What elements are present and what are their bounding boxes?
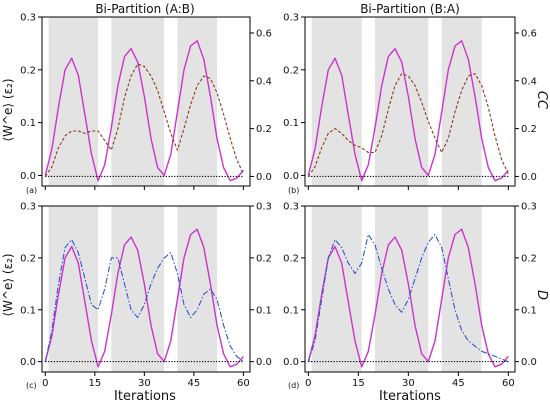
panel-c-frame (41, 205, 251, 373)
panel-a-title: Bi-Partition (A:B) (95, 2, 194, 16)
panel-c-shade-0 (48, 206, 99, 372)
panel-c-series-0-solid-line (44, 228, 244, 368)
panel-b-ytick-label-3: 0.3 (283, 13, 299, 24)
panel-d-xtick-label-2: 30 (402, 378, 415, 389)
panel-c-ylabel: ⟨W^e⟩ (ε₂) (1, 253, 15, 316)
panel-c-xtick-label-1: 15 (88, 378, 101, 389)
panel-c-ytick-label-1: 0.1 (20, 305, 36, 316)
panel-c-xtick-label-2: 30 (138, 378, 151, 389)
panel-c-xlabel: Iterations (114, 389, 176, 404)
panel-c: 0 15 30 45 60 0.0 0.1 0.2 0.3 0.0 0.1 0.2 0.3 Iterat… (1, 202, 272, 405)
panel-b-shade-0 (311, 17, 362, 186)
panel-c-xtick-label-4: 60 (237, 378, 250, 389)
panel-a-shade-0 (48, 17, 99, 186)
panel-c-y2tick-label-0: 0.0 (256, 357, 272, 368)
panel-c-plot: 0 15 30 45 60 0.0 0.1 0.2 0.3 0.0 0.1 0.2 0.3 (20, 202, 272, 390)
panel-b-y2tick-label-2: 0.4 (521, 76, 537, 87)
panel-d-y2tick-label-3: 0.3 (521, 202, 537, 213)
panel-a-tag: (a) (26, 186, 37, 195)
panel-d-y2label: D (534, 290, 549, 300)
panel-c-series-1-dashdot-line (44, 239, 244, 363)
panel-a-y2tick-label-3: 0.6 (256, 28, 272, 39)
panel-a-y2tick-label-2: 0.4 (256, 76, 272, 87)
panel-d-xtick-label-4: 60 (502, 378, 515, 389)
panel-a-shade-2 (177, 17, 217, 186)
panel-a-y2tick-label-1: 0.2 (256, 124, 272, 135)
panel-a-series-0-solid-line (44, 40, 244, 182)
panel-d-ytick-label-3: 0.3 (283, 202, 299, 213)
panel-c-shade-2 (177, 206, 217, 372)
panel-b-ytick-label-1: 0.1 (283, 118, 299, 129)
panel-b-shade-2 (441, 17, 482, 186)
panel-d-plot: 0 15 30 45 60 0.0 0.1 0.2 0.3 0.0 0.1 0.2 0.3 (283, 202, 537, 390)
panel-a-frame (41, 16, 251, 187)
panel-b-ytick-label-0: 0.0 (283, 171, 299, 182)
panel-d-frame (304, 205, 516, 373)
panel-b-frame (304, 16, 516, 187)
panel-b-y2tick-label-0: 0.0 (521, 172, 537, 183)
panel-c-xtick-label-0: 0 (42, 378, 48, 389)
panel-a: 0.0 0.1 0.2 0.3 0.0 0.2 0.4 0.6 Bi-Partition (A… (1, 2, 272, 195)
panel-a-plot: 0.0 0.1 0.2 0.3 0.0 0.2 0.4 0.6 (20, 13, 272, 190)
panel-c-ytick-label-0: 0.0 (20, 357, 36, 368)
panel-a-ytick-label-1: 0.1 (20, 118, 36, 129)
panel-b-series-1-dashed-line (307, 73, 509, 177)
panel-a-ytick-label-0: 0.0 (20, 171, 36, 182)
panel-d-series-0-solid-line (307, 228, 509, 368)
panel-d-ytick-label-1: 0.1 (283, 305, 299, 316)
panel-b-y2tick-label-3: 0.6 (521, 28, 537, 39)
panel-a-y2tick-label-0: 0.0 (256, 172, 272, 183)
panel-d-y2tick-label-0: 0.0 (521, 357, 537, 368)
panel-a-ytick-label-2: 0.2 (20, 65, 36, 76)
panel-d-xtick-label-3: 45 (452, 378, 465, 389)
panel-d-series-1-dashdot-line (307, 233, 509, 363)
panel-b-title: Bi-Partition (B:A) (360, 2, 460, 16)
panel-d-y2tick-label-1: 0.1 (521, 305, 537, 316)
panel-d-xtick-label-1: 15 (352, 378, 365, 389)
panel-c-ytick-label-2: 0.2 (20, 253, 36, 264)
panel-c-tag: (c) (26, 381, 37, 390)
panel-d-shade-0 (311, 206, 362, 372)
panel-b-ytick-label-2: 0.2 (283, 65, 299, 76)
panel-c-y2tick-label-3: 0.3 (256, 202, 272, 213)
panel-a-ytick-label-3: 0.3 (20, 13, 36, 24)
panel-d: 0 15 30 45 60 0.0 0.1 0.2 0.3 0.0 0.1 0.2 0.3 Iterat… (283, 202, 549, 405)
panel-c-y2tick-label-1: 0.1 (256, 305, 272, 316)
panel-c-y2tick-label-2: 0.2 (256, 253, 272, 264)
panel-d-ytick-label-0: 0.0 (283, 357, 299, 368)
panel-b: 0.0 0.1 0.2 0.3 0.0 0.2 0.4 0.6 Bi-Partition (B… (283, 2, 549, 195)
panel-d-xtick-label-0: 0 (305, 378, 311, 389)
panel-a-series-1-dashed-line (44, 63, 244, 177)
panel-c-xtick-label-3: 45 (188, 378, 201, 389)
panel-b-plot: 0.0 0.1 0.2 0.3 0.0 0.2 0.4 0.6 (283, 13, 537, 190)
panel-d-shade-2 (441, 206, 482, 372)
panel-d-xlabel: Iterations (379, 389, 441, 404)
panel-b-tag: (b) (288, 186, 299, 195)
panel-d-ytick-label-2: 0.2 (283, 253, 299, 264)
panel-d-y2tick-label-2: 0.2 (521, 253, 537, 264)
panel-d-tag: (d) (288, 381, 299, 390)
panel-b-y2label: CC (534, 91, 549, 110)
panel-a-ylabel: ⟨W^e⟩ (ε₂) (1, 78, 15, 141)
panel-b-y2tick-label-1: 0.2 (521, 124, 537, 135)
panel-c-ytick-label-3: 0.3 (20, 202, 36, 213)
panel-b-series-0-solid-line (307, 40, 509, 182)
